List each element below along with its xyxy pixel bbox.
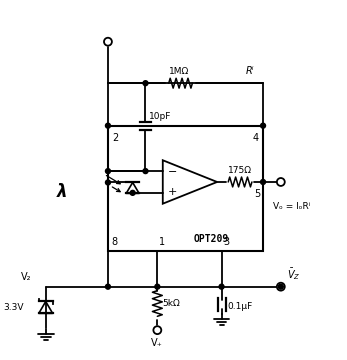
Text: +: + (168, 187, 177, 197)
Circle shape (105, 123, 110, 128)
Circle shape (143, 168, 148, 174)
Circle shape (277, 283, 285, 291)
Circle shape (105, 168, 110, 174)
Text: λ: λ (56, 183, 67, 201)
Text: 5: 5 (254, 189, 260, 199)
Text: V₂: V₂ (21, 272, 31, 282)
Bar (108, 126, 263, 251)
Circle shape (143, 81, 148, 86)
Circle shape (277, 178, 285, 186)
Circle shape (105, 284, 110, 289)
Text: 2: 2 (112, 132, 118, 143)
Text: $\bar{V}_Z$: $\bar{V}_Z$ (287, 266, 300, 282)
Circle shape (261, 123, 265, 128)
Circle shape (104, 38, 112, 46)
Text: Rⁱ: Rⁱ (245, 66, 254, 76)
Circle shape (130, 190, 135, 195)
Text: 0.1μF: 0.1μF (228, 302, 253, 311)
Text: 8: 8 (111, 237, 117, 247)
Text: 3: 3 (223, 237, 230, 247)
Text: −: − (168, 167, 177, 177)
Circle shape (261, 180, 265, 184)
Text: 10pF: 10pF (150, 112, 172, 121)
Text: 4: 4 (253, 132, 259, 143)
Circle shape (153, 326, 161, 334)
Text: OPT209: OPT209 (194, 234, 229, 244)
Circle shape (155, 284, 160, 289)
Circle shape (219, 284, 224, 289)
Circle shape (278, 284, 283, 289)
Text: V₊: V₊ (151, 338, 163, 348)
Circle shape (105, 180, 110, 185)
Text: Vₒ = IₒRⁱ: Vₒ = IₒRⁱ (273, 202, 310, 211)
Text: 175Ω: 175Ω (228, 166, 252, 175)
Text: 1: 1 (159, 237, 166, 247)
Text: 1MΩ: 1MΩ (168, 67, 189, 76)
Text: 5kΩ: 5kΩ (162, 299, 180, 308)
Text: 3.3V: 3.3V (3, 303, 24, 312)
